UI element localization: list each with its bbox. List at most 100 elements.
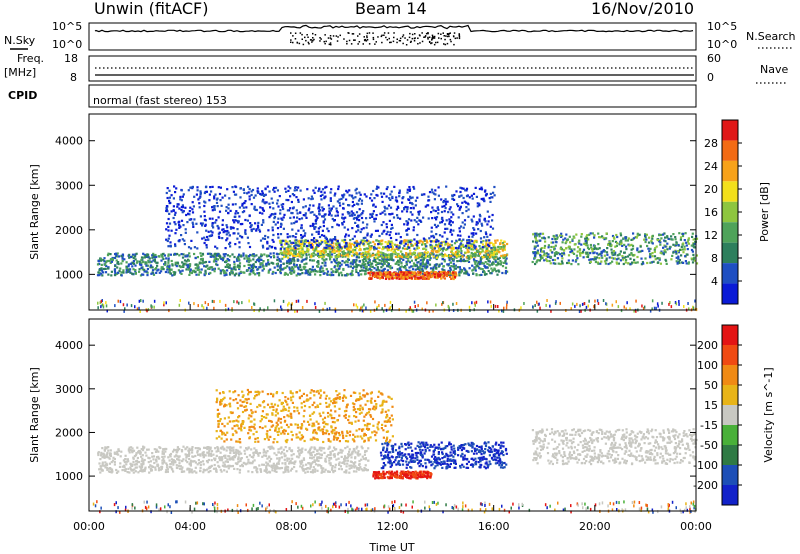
power-cell	[398, 189, 401, 192]
power-cell	[611, 253, 614, 256]
power-cell	[292, 267, 295, 271]
power-cell	[258, 260, 261, 263]
power-cell	[287, 246, 290, 249]
power-cell	[330, 188, 333, 191]
velocity-cell	[197, 459, 200, 462]
power-cell	[300, 226, 303, 229]
power-cell	[470, 256, 473, 259]
power-cell	[547, 236, 550, 239]
power-cell	[281, 246, 284, 249]
velocity-cell	[310, 462, 313, 465]
power-cell	[388, 240, 391, 244]
power-cell	[409, 241, 412, 244]
power-cell	[365, 226, 368, 229]
power-cell	[320, 250, 323, 253]
power-cell	[611, 260, 614, 263]
power-cell	[279, 259, 282, 262]
power-cell	[224, 265, 227, 268]
power-cell	[571, 251, 574, 254]
velocity-cell	[234, 462, 237, 465]
power-cell	[289, 262, 293, 265]
power-cell	[312, 223, 315, 226]
power-cell	[466, 259, 469, 262]
power-cell	[168, 270, 171, 273]
power-cell	[230, 267, 233, 270]
power-cell	[358, 249, 361, 252]
power-fringe-cell	[545, 303, 547, 307]
power-cell	[431, 217, 434, 220]
power-cell	[228, 266, 231, 269]
power-cell	[407, 269, 410, 273]
power-cell	[303, 250, 306, 253]
power-cell	[166, 239, 169, 243]
power-cell	[675, 260, 678, 263]
power-cell	[224, 247, 227, 250]
power-fringe-cell	[447, 304, 450, 308]
power-cell	[378, 269, 381, 272]
nsearch-dot	[388, 37, 390, 40]
power-cell	[413, 271, 416, 274]
power-cell	[286, 209, 289, 212]
power-cell	[555, 234, 558, 237]
power-cell	[197, 273, 200, 276]
power-cell	[279, 270, 282, 273]
power-cell	[570, 263, 573, 266]
power-cell	[261, 269, 264, 272]
power-cell	[328, 255, 331, 258]
power-cell	[227, 207, 230, 210]
power-cell	[166, 266, 169, 269]
power-cell	[238, 241, 241, 244]
power-cell	[383, 267, 386, 270]
power-cell	[373, 246, 376, 250]
power-cell	[692, 243, 695, 246]
power-cell	[490, 272, 493, 275]
power-cell	[424, 243, 427, 246]
power-cell	[412, 185, 415, 189]
power-cell	[403, 239, 406, 242]
power-cell	[181, 269, 184, 272]
power-cell	[357, 264, 360, 267]
power-cell	[502, 247, 505, 250]
power-cell	[300, 237, 303, 240]
power-cell	[181, 206, 185, 209]
power-cell	[386, 275, 389, 278]
power-cell	[252, 253, 255, 256]
power-cell	[404, 271, 407, 274]
power-cell	[586, 246, 590, 249]
power-cell	[204, 265, 208, 268]
power-cell	[589, 258, 592, 261]
power-cell	[444, 207, 447, 210]
power-cell	[240, 235, 243, 239]
power-cell	[633, 258, 636, 261]
power-cell	[364, 272, 367, 275]
power-cell	[407, 227, 410, 230]
power-cell	[481, 256, 484, 259]
power-fringe-cell	[106, 309, 108, 313]
power-cell	[418, 273, 421, 276]
power-cell	[486, 210, 489, 213]
power-cell	[662, 252, 665, 255]
power-cell	[179, 225, 182, 228]
power-cell	[489, 255, 492, 259]
power-cell	[382, 221, 385, 224]
nsearch-dot	[329, 37, 332, 39]
power-cell	[272, 240, 275, 243]
power-cell	[179, 271, 182, 274]
power-fringe-cell	[201, 304, 203, 308]
power-cell	[219, 255, 222, 259]
power-cell	[533, 232, 536, 235]
power-cell	[269, 214, 272, 217]
power-cell	[390, 240, 393, 243]
power-cell	[418, 256, 421, 259]
power-cell	[143, 253, 146, 256]
power-cell	[110, 270, 113, 273]
power-cell	[406, 257, 409, 260]
velocity-cell	[97, 451, 100, 454]
power-cell	[440, 241, 443, 245]
power-cell	[262, 265, 265, 268]
power-cell	[495, 249, 498, 253]
power-cell	[385, 247, 388, 250]
power-cell	[371, 274, 375, 277]
power-cell	[612, 257, 615, 260]
power-cell	[311, 244, 314, 247]
